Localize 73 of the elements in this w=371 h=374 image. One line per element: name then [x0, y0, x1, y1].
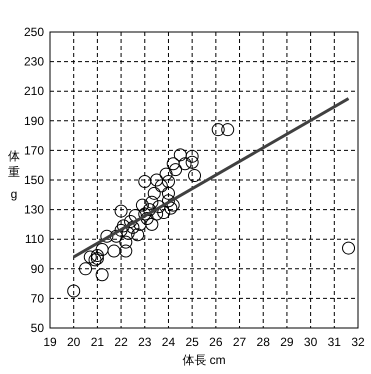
point — [143, 203, 156, 216]
y-tick-label: 210 — [24, 84, 44, 98]
point — [124, 214, 138, 228]
x-tick-label: 30 — [304, 335, 318, 349]
point — [84, 250, 97, 264]
y-tick-label: 150 — [24, 173, 44, 187]
point — [148, 186, 161, 200]
x-tick-label: 21 — [90, 335, 104, 349]
point — [96, 268, 109, 282]
point — [90, 248, 104, 262]
point — [186, 156, 199, 169]
point — [150, 208, 164, 221]
x-tick-label: 23 — [138, 335, 152, 349]
y-tick-label: 190 — [24, 114, 44, 128]
x-tick-label: 28 — [256, 335, 270, 349]
y-tick-label: 230 — [24, 54, 44, 69]
x-tick-label: 26 — [209, 335, 223, 349]
point — [67, 284, 80, 298]
point — [119, 244, 132, 258]
y-axis-title: 体重 g — [8, 149, 20, 201]
point — [221, 123, 234, 136]
point — [157, 206, 170, 220]
y-tick-label: 50 — [30, 321, 44, 335]
point — [138, 208, 152, 221]
point — [96, 243, 109, 256]
point — [174, 148, 187, 162]
point — [110, 230, 123, 243]
point — [162, 174, 175, 188]
x-tick-label: 20 — [67, 335, 81, 349]
point — [154, 179, 168, 192]
y-tick-label: 90 — [30, 262, 44, 276]
point — [126, 220, 140, 234]
point — [342, 242, 356, 255]
point — [138, 174, 152, 188]
x-tick-label: 31 — [328, 335, 342, 349]
point — [107, 244, 120, 258]
point — [166, 157, 180, 170]
x-tick-label: 19 — [43, 335, 57, 349]
point — [169, 163, 182, 176]
y-tick-label: 70 — [30, 291, 44, 306]
point — [145, 218, 158, 231]
point — [131, 228, 144, 242]
point — [114, 204, 128, 218]
point — [145, 196, 158, 209]
point — [152, 200, 166, 214]
point — [114, 224, 128, 237]
x-tick-label: 29 — [280, 335, 294, 349]
y-tick-label: 250 — [24, 25, 44, 39]
point — [136, 198, 149, 212]
point — [116, 219, 130, 232]
x-tick-label: 22 — [114, 335, 128, 349]
x-axis-title: 体長 cm — [182, 353, 226, 367]
point — [140, 212, 154, 225]
x-tick-label: 25 — [185, 335, 200, 349]
point — [119, 236, 132, 249]
point — [212, 123, 225, 136]
y-tick-label: 110 — [24, 232, 44, 246]
y-tick-label: 170 — [24, 143, 44, 158]
point — [178, 157, 192, 170]
point — [166, 198, 180, 212]
x-tick-label: 32 — [351, 335, 365, 349]
x-tick-label: 24 — [162, 335, 176, 349]
point — [160, 168, 173, 181]
x-tick-label: 27 — [232, 335, 247, 349]
point — [162, 194, 175, 208]
y-tick-label: 130 — [24, 202, 44, 217]
point — [79, 262, 92, 276]
point — [188, 169, 202, 182]
point — [162, 186, 175, 200]
point — [100, 230, 114, 243]
point — [186, 150, 199, 163]
point — [122, 226, 135, 240]
point — [150, 174, 164, 186]
